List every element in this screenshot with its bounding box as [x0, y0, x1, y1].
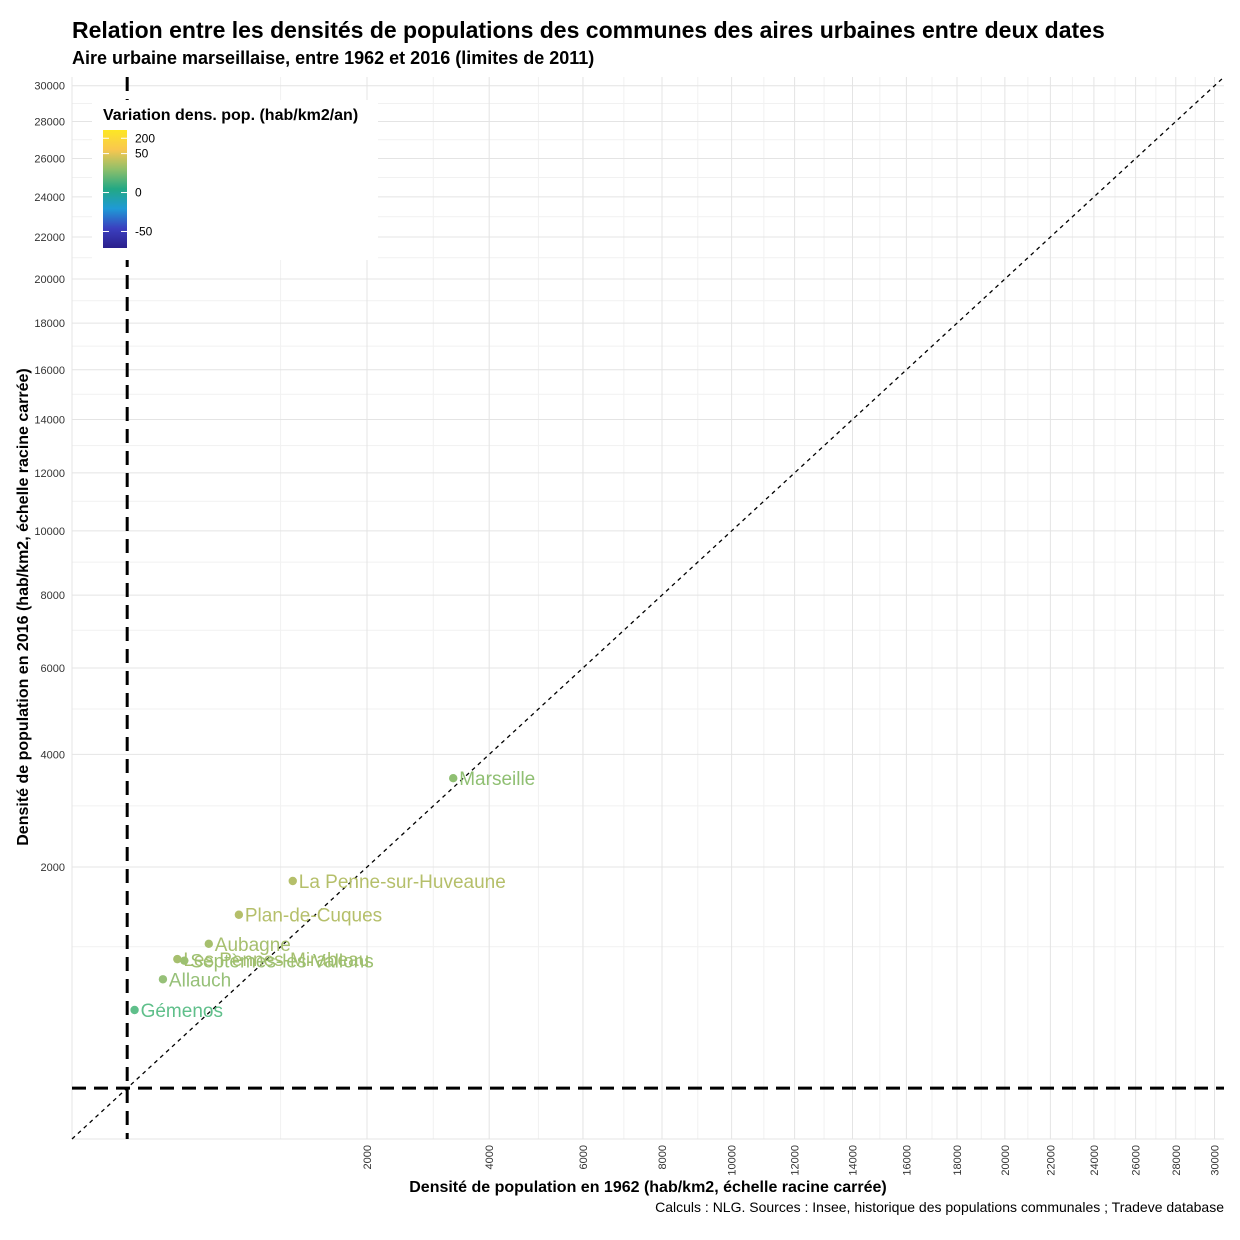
y-tick-label: 6000: [41, 663, 65, 675]
data-point: [173, 954, 182, 964]
data-point-label: Marseille: [459, 769, 535, 790]
x-tick-label: 24000: [1089, 1145, 1101, 1176]
data-points: Marseille La Penne-sur-Huveaune Plan-de-Cu…: [130, 769, 535, 1022]
y-tick-label: 14000: [34, 414, 65, 426]
y-tick-label: 8000: [41, 590, 65, 602]
x-tick-label: 14000: [847, 1145, 859, 1176]
legend-background: [92, 100, 378, 260]
legend-tick-label: 200: [135, 131, 155, 145]
x-tick-label: 26000: [1131, 1145, 1143, 1176]
x-tick-label: 22000: [1045, 1145, 1057, 1176]
source-caption: Calculs : NLG. Sources : Insee, historiq…: [655, 1199, 1224, 1215]
grid-layer: [71, 77, 1224, 1140]
y-tick-label: 30000: [34, 81, 65, 93]
legend-tick-label: -50: [135, 224, 153, 238]
data-point: [130, 1005, 139, 1015]
data-point: [204, 939, 213, 949]
legend-colorbar: [103, 130, 127, 248]
legend-title: Variation dens. pop. (hab/km2/an): [103, 107, 358, 124]
data-point: [234, 910, 244, 919]
x-tick-label: 18000: [952, 1145, 964, 1176]
data-point-label: Septèmes-les-Vallons: [190, 952, 373, 973]
data-point-label: La Penne-sur-Huveaune: [299, 872, 506, 893]
data-point-label: Allauch: [169, 970, 231, 991]
data-point-label: Les Pennes-Mirabeau: [183, 950, 369, 971]
y-tick-label: 12000: [34, 468, 65, 480]
y-tick-label: 18000: [34, 318, 65, 330]
y-tick-label: 20000: [34, 274, 65, 286]
y-tick-label: 4000: [41, 749, 65, 761]
y-tick-label: 28000: [34, 116, 65, 128]
y-tick-label: 10000: [34, 526, 65, 538]
x-tick-label: 16000: [901, 1145, 913, 1176]
y-tick-label: 24000: [34, 192, 65, 204]
x-axis-ticks: 2000 4000 6000 8000 10000 12000 14000 16000 1800…: [362, 1145, 1222, 1176]
data-point-label: Gémenos: [141, 1001, 223, 1022]
x-tick-label: 28000: [1171, 1145, 1183, 1176]
y-tick-label: 16000: [34, 365, 65, 377]
data-point: [180, 956, 189, 965]
legend-tick-label: 50: [135, 147, 149, 161]
x-tick-label: 8000: [657, 1145, 669, 1169]
y-tick-label: 2000: [41, 862, 65, 874]
chart-title: Relation entre les densités de populatio…: [72, 17, 1105, 43]
chart-subtitle: Aire urbaine marseillaise, entre 1962 et…: [72, 48, 595, 68]
y-tick-label: 22000: [34, 232, 65, 244]
y-axis-ticks: 2000 4000 6000 8000 10000 12000 14000 16000 1800…: [34, 81, 65, 874]
x-tick-label: 6000: [578, 1145, 590, 1169]
legend-ticks: 200 50 0 -50: [103, 131, 155, 238]
color-legend: Variation dens. pop. (hab/km2/an) 200 50 0…: [92, 100, 378, 260]
x-tick-label: 12000: [790, 1145, 802, 1176]
y-tick-label: 26000: [34, 153, 65, 165]
x-tick-label: 10000: [727, 1145, 739, 1176]
identity-line: [71, 76, 1225, 1140]
data-point: [449, 774, 458, 783]
data-point: [288, 876, 297, 886]
data-point-label: Aubagne: [215, 935, 291, 956]
x-axis-title: Densité de population en 1962 (hab/km2, …: [409, 1179, 887, 1196]
data-point: [158, 975, 168, 984]
y-axis-title: Densité de population en 2016 (hab/km2, …: [15, 368, 32, 846]
x-tick-label: 4000: [484, 1145, 496, 1169]
x-tick-label: 20000: [1000, 1145, 1012, 1176]
legend-tick-label: 0: [135, 186, 142, 200]
x-tick-label: 2000: [362, 1145, 374, 1169]
data-point-label: Plan-de-Cuques: [245, 906, 382, 927]
x-tick-label: 30000: [1210, 1145, 1222, 1176]
